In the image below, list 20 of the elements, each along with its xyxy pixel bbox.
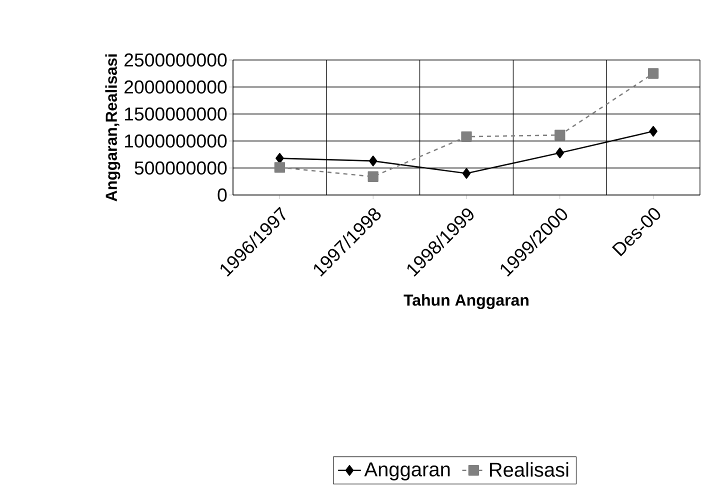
y-tick-label: 500000000 <box>134 161 227 175</box>
point <box>554 130 566 140</box>
point <box>556 148 564 158</box>
point <box>648 68 659 79</box>
point <box>461 131 472 142</box>
point <box>276 152 284 164</box>
point <box>368 156 378 166</box>
y-tick-label: 0 <box>218 188 227 202</box>
point <box>649 126 658 137</box>
y-tick-label: 1000000000 <box>125 134 227 148</box>
x-axis-title: Tahun Anggaran <box>404 294 528 310</box>
y-tick-label: 2500000000 <box>124 53 227 67</box>
point <box>274 162 286 173</box>
y-tick-label: 2000000000 <box>124 80 227 94</box>
y-tick-label: 1500000000 <box>125 107 227 121</box>
legend-label: Anggaran <box>364 462 450 480</box>
legend-label: Realisasi <box>490 462 568 477</box>
y-axis-title: Anggaran,Realisasi <box>105 54 120 202</box>
point <box>462 168 471 179</box>
point <box>368 171 378 182</box>
